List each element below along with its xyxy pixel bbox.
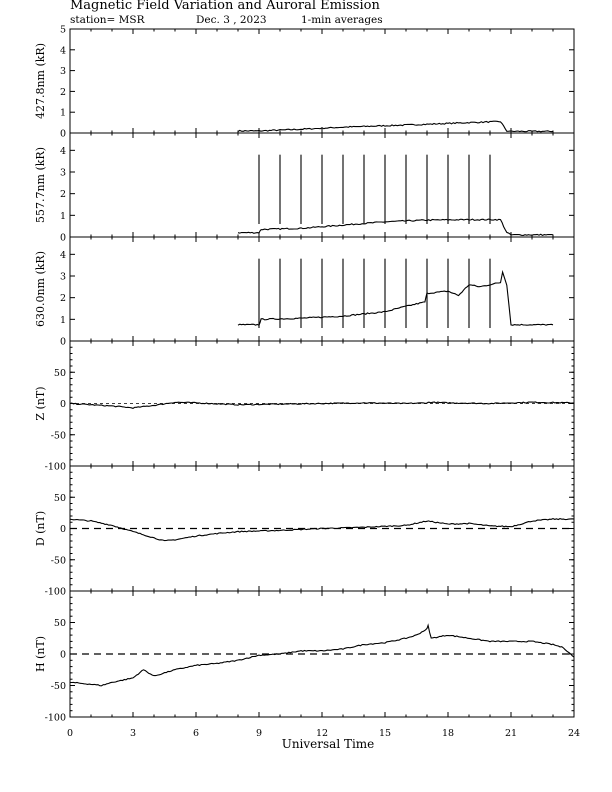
- y-tick-label-z: -50: [51, 430, 66, 441]
- y-tick-label-630-0nm: 4: [60, 250, 66, 261]
- x-tick-label: 9: [256, 728, 262, 739]
- panel-427-8nm-frame: [69, 28, 575, 134]
- y-axis-label-427-8nm: 427.8nm (kR): [34, 43, 47, 119]
- y-tick-label-630-0nm: 1: [60, 315, 66, 326]
- y-tick-label-427-8nm: 5: [60, 25, 66, 36]
- series-line-z: [69, 401, 575, 410]
- x-tick-label: 0: [67, 728, 73, 739]
- y-axis-label-h: H (nT): [34, 636, 47, 672]
- y-tick-label-630-0nm: 3: [60, 272, 66, 283]
- y-tick-label-630-0nm: 2: [60, 293, 66, 304]
- x-tick-label: 18: [442, 728, 454, 739]
- y-tick-label-557-7nm: 0: [60, 233, 66, 244]
- y-tick-label-630-0nm: 0: [60, 337, 66, 348]
- x-tick-label: 6: [193, 728, 199, 739]
- y-tick-label-z: 50: [54, 368, 66, 379]
- y-tick-label-427-8nm: 4: [60, 45, 66, 56]
- y-tick-label-d: -100: [45, 587, 66, 598]
- y-axis-label-d: D (nT): [34, 511, 47, 546]
- y-axis-label-z: Z (nT): [34, 386, 47, 420]
- x-tick-label: 24: [568, 728, 580, 739]
- y-tick-label-h: -100: [45, 713, 66, 724]
- y-tick-label-427-8nm: 2: [60, 87, 66, 98]
- y-tick-label-557-7nm: 3: [60, 168, 66, 179]
- averaging-label: 1-min averages: [301, 14, 383, 26]
- y-tick-label-z: 0: [60, 399, 66, 410]
- y-tick-label-427-8nm: 1: [60, 108, 66, 119]
- y-tick-label-427-8nm: 3: [60, 66, 66, 77]
- y-tick-label-557-7nm: 4: [60, 146, 66, 157]
- y-axis-label-557-7nm: 557.7nm (kR): [34, 147, 47, 223]
- y-tick-label-z: -100: [45, 462, 66, 473]
- series-line-h: [70, 623, 575, 687]
- x-tick-label: 12: [316, 728, 328, 739]
- chart-title: Magnetic Field Variation and Auroral Emi…: [70, 0, 380, 13]
- x-tick-label: 3: [130, 728, 136, 739]
- station-label: station= MSR: [70, 14, 146, 26]
- y-tick-label-d: -50: [51, 555, 66, 566]
- y-tick-label-h: 50: [54, 618, 66, 629]
- y-tick-label-h: 0: [60, 650, 66, 661]
- y-tick-label-557-7nm: 1: [60, 211, 66, 222]
- y-tick-label-427-8nm: 0: [60, 129, 66, 140]
- x-tick-label: 15: [379, 728, 391, 739]
- series-line-630-0nm: [237, 269, 554, 326]
- series-line-557-7nm: [237, 218, 554, 237]
- y-axis-label-630-0nm: 630.0nm (kR): [34, 251, 47, 327]
- x-axis-label: Universal Time: [282, 737, 375, 751]
- series-line-427-8nm: [237, 120, 554, 133]
- y-tick-label-d: 50: [54, 493, 66, 504]
- y-tick-label-557-7nm: 2: [60, 189, 66, 200]
- x-tick-label: 21: [505, 728, 517, 739]
- y-tick-label-h: -50: [51, 681, 66, 692]
- y-tick-label-d: 0: [60, 524, 66, 535]
- series-line-d: [69, 518, 575, 542]
- date-label: Dec. 3 , 2023: [196, 14, 267, 26]
